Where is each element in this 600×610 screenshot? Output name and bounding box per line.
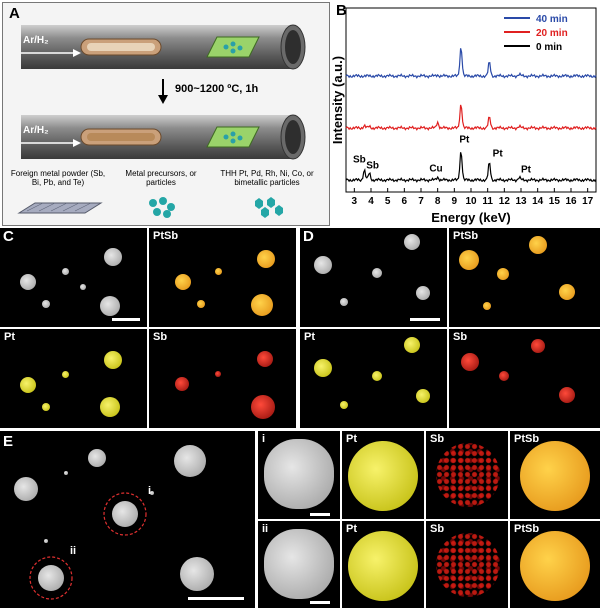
legend-precursor-label: Metal precursors, or particles [125, 169, 197, 187]
x-tick-label: 11 [482, 196, 493, 207]
x-tick-label: 3 [352, 196, 358, 207]
map-label-ptsb: PtSb [514, 433, 540, 445]
panel-e-haadf-image: E i ii [0, 431, 255, 608]
panel-d-letter: D [303, 228, 314, 245]
row-ii-haadf: ii [258, 521, 340, 608]
map-label-sb: Sb [430, 523, 445, 535]
map-label-sb: Sb [153, 331, 168, 343]
series-line-1 [345, 104, 597, 131]
panel-a: A Ar/H₂ 900~1200 ºC, 1h Ar [2, 2, 330, 226]
map-label-ptsb: PtSb [153, 230, 179, 242]
panel-a-letter: A [9, 5, 20, 22]
panel-c-ptsb-map: PtSb [149, 228, 296, 327]
eds-spectrum-chart: 3 4 5 6 7 8 9 10 11 12 13 14 15 16 17 Energy (keV) Inten… [330, 7, 597, 225]
gas-label-top: Ar/H₂ [23, 35, 49, 46]
panel-b-letter: B [336, 2, 347, 19]
tube-bottom [21, 114, 306, 160]
panel-d-sb-map: Sb [449, 329, 600, 428]
scale-bar [112, 318, 140, 321]
scale-bar [188, 597, 244, 600]
peak-label: Sb [366, 161, 379, 172]
x-tick-label: 10 [465, 196, 477, 207]
map-label-sb: Sb [430, 433, 445, 445]
series-line-2 [345, 48, 597, 79]
legend-product-label: THH Pt, Pd, Rh, Ni, Co, or bimetallic pa… [220, 169, 314, 187]
gas-label-bottom: Ar/H₂ [23, 125, 49, 136]
x-tick-label: 17 [582, 196, 594, 207]
roman-label-ii: ii [262, 523, 269, 535]
x-tick-label: 15 [549, 196, 561, 207]
precursor-particles-icon [149, 197, 175, 218]
x-axis-label: Energy (keV) [431, 210, 510, 225]
panel-c-sb-map: Sb [149, 329, 296, 428]
legend-entry: 0 min [536, 42, 562, 53]
map-label-sb: Sb [453, 331, 468, 343]
panel-c-pt-map: Pt [0, 329, 147, 428]
roman-label-i: i [262, 433, 266, 445]
y-axis-label: Intensity (a.u.) [330, 56, 345, 144]
peak-label: Sb [353, 154, 366, 165]
map-label-pt: Pt [346, 433, 357, 445]
legend-entry: 40 min [536, 14, 568, 25]
row-ii-ptsb-map: PtSb [510, 521, 600, 608]
x-tick-label: 16 [565, 196, 577, 207]
marker-ii: ii [70, 545, 77, 557]
panel-c-haadf-image: C [0, 228, 147, 327]
legend-entry: 20 min [536, 28, 568, 39]
gas-arrow-bottom [21, 139, 81, 147]
thh-particles-icon [255, 197, 283, 218]
row-ii-sb-map: Sb [426, 521, 508, 608]
peak-label: Cu [429, 164, 442, 175]
row-i-pt-map: Pt [342, 431, 424, 519]
map-label-pt: Pt [304, 331, 315, 343]
x-tick-label: 6 [402, 196, 408, 207]
map-label-pt: Pt [4, 331, 15, 343]
panel-d-haadf-image: D [300, 228, 447, 327]
x-tick-label: 4 [368, 196, 374, 207]
row-i-haadf: i [258, 431, 340, 519]
scale-bar [410, 318, 440, 321]
x-tick-label: 7 [418, 196, 424, 207]
foreign-powder-icon [17, 202, 103, 214]
x-tick-label: 14 [532, 196, 544, 207]
map-label-pt: Pt [346, 523, 357, 535]
panel-d-ptsb-map: PtSb [449, 228, 600, 327]
x-tick-label: 5 [385, 196, 391, 207]
x-tick-label: 9 [452, 196, 458, 207]
panel-d-pt-map: Pt [300, 329, 447, 428]
panel-c-letter: C [3, 228, 14, 245]
peak-label: Pt [459, 135, 470, 146]
scale-bar [310, 513, 330, 516]
tube-top [21, 24, 306, 70]
process-arrow [158, 79, 168, 104]
map-label-ptsb: PtSb [453, 230, 479, 242]
map-label-ptsb: PtSb [514, 523, 540, 535]
series-line-0 [345, 152, 597, 183]
highlight-circles [29, 492, 147, 600]
peak-label: Pt [521, 165, 532, 176]
peak-label: Pt [493, 149, 504, 160]
gas-arrow-top [21, 49, 81, 57]
x-tick-label: 8 [435, 196, 441, 207]
condition-label: 900~1200 ºC, 1h [175, 83, 259, 95]
x-tick-label: 13 [515, 196, 527, 207]
x-tick-label: 12 [499, 196, 511, 207]
panel-e-letter: E [3, 433, 14, 450]
row-i-sb-map: Sb [426, 431, 508, 519]
row-i-ptsb-map: PtSb [510, 431, 600, 519]
row-ii-pt-map: Pt [342, 521, 424, 608]
marker-i: i [148, 485, 152, 497]
legend-foreign-label: Foreign metal powder (Sb, Bi, Pb, and Te… [10, 169, 106, 187]
scale-bar [310, 601, 330, 604]
